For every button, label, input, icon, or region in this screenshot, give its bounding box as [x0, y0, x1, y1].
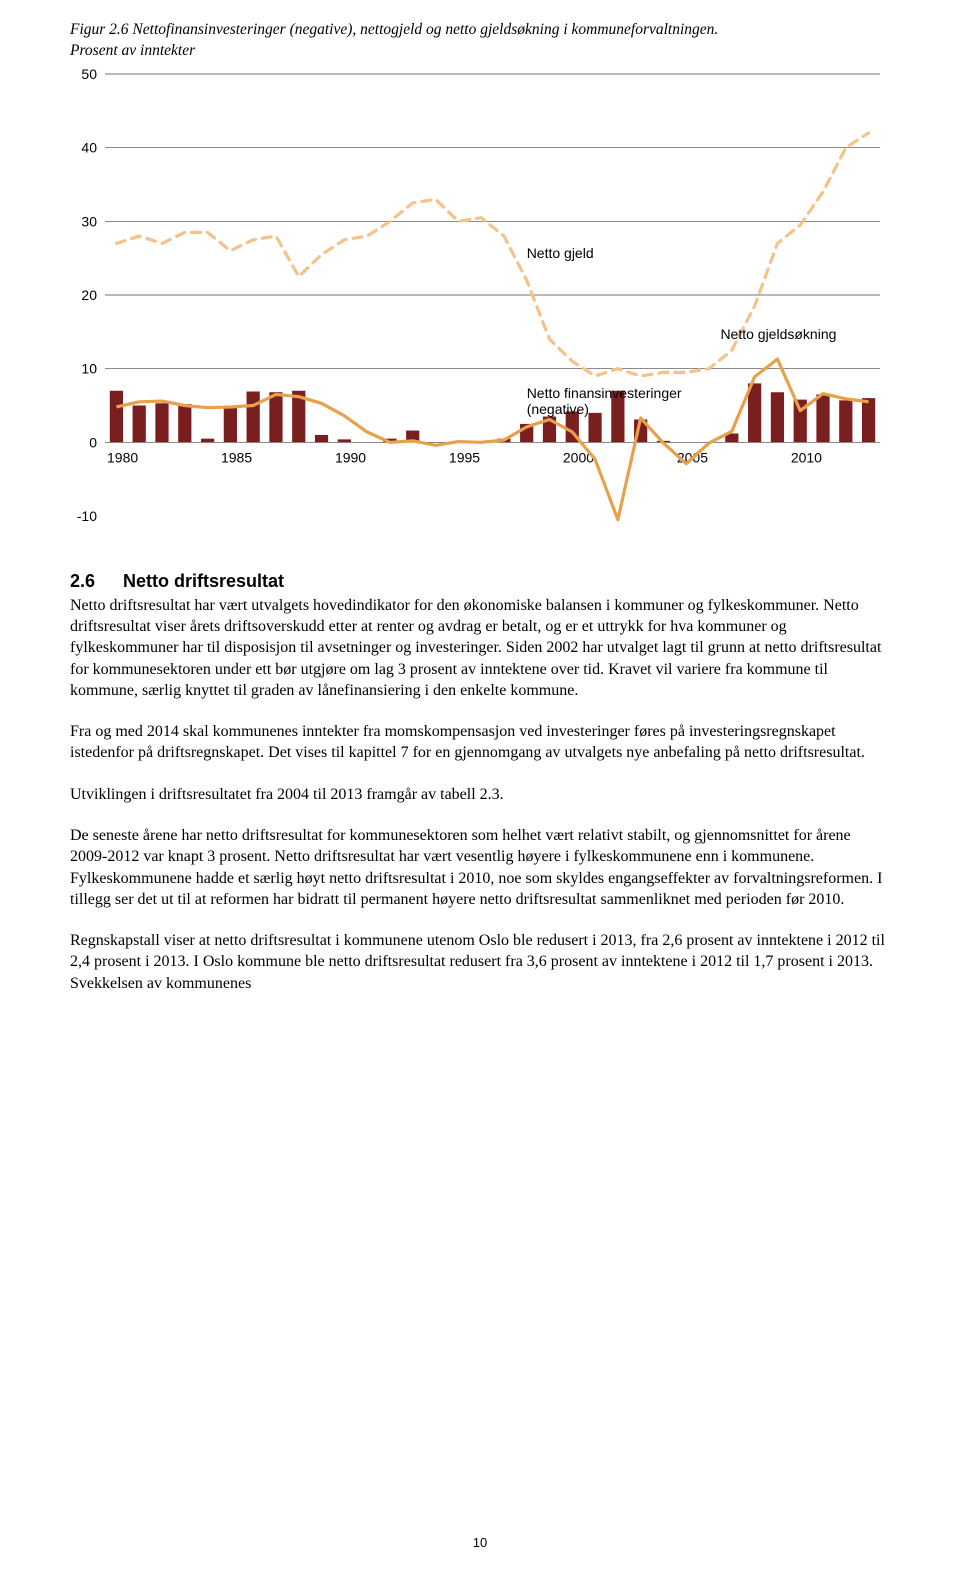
- figure-title-line1: Figur 2.6 Nettofinansinvesteringer (nega…: [70, 21, 718, 38]
- svg-text:1985: 1985: [221, 449, 252, 465]
- svg-text:Netto gjeldsøkning: Netto gjeldsøkning: [720, 326, 836, 342]
- page-number: 10: [0, 1535, 960, 1550]
- svg-text:30: 30: [81, 213, 97, 229]
- section-number: 2.6: [70, 571, 95, 592]
- section-title: Netto driftsresultat: [123, 571, 284, 591]
- paragraph-4: De seneste årene har netto driftsresulta…: [70, 825, 890, 910]
- svg-text:1980: 1980: [107, 449, 138, 465]
- svg-text:1995: 1995: [449, 449, 480, 465]
- svg-text:40: 40: [81, 140, 97, 156]
- svg-text:2010: 2010: [791, 449, 822, 465]
- paragraph-3: Utviklingen i driftsresultatet fra 2004 …: [70, 784, 890, 805]
- figure-chart: -100102030405019801985199019952000200520…: [70, 66, 890, 546]
- svg-text:0: 0: [89, 434, 97, 450]
- section-heading: 2.6 Netto driftsresultat: [70, 571, 890, 592]
- svg-text:10: 10: [81, 361, 97, 377]
- paragraph-2: Fra og med 2014 skal kommunenes inntekte…: [70, 721, 890, 764]
- figure-title-line2: Prosent av inntekter: [70, 42, 195, 59]
- svg-text:(negative): (negative): [527, 401, 589, 417]
- paragraph-1: Netto driftsresultat har vært utvalgets …: [70, 595, 890, 701]
- svg-text:1990: 1990: [335, 449, 366, 465]
- svg-text:Netto finansinvesteringer: Netto finansinvesteringer: [527, 385, 682, 401]
- svg-text:50: 50: [81, 66, 97, 82]
- paragraph-5: Regnskapstall viser at netto driftsresul…: [70, 930, 890, 994]
- figure-title: Figur 2.6 Nettofinansinvesteringer (nega…: [70, 20, 890, 62]
- svg-text:Netto gjeld: Netto gjeld: [527, 245, 594, 261]
- svg-text:20: 20: [81, 287, 97, 303]
- svg-text:-10: -10: [77, 508, 97, 524]
